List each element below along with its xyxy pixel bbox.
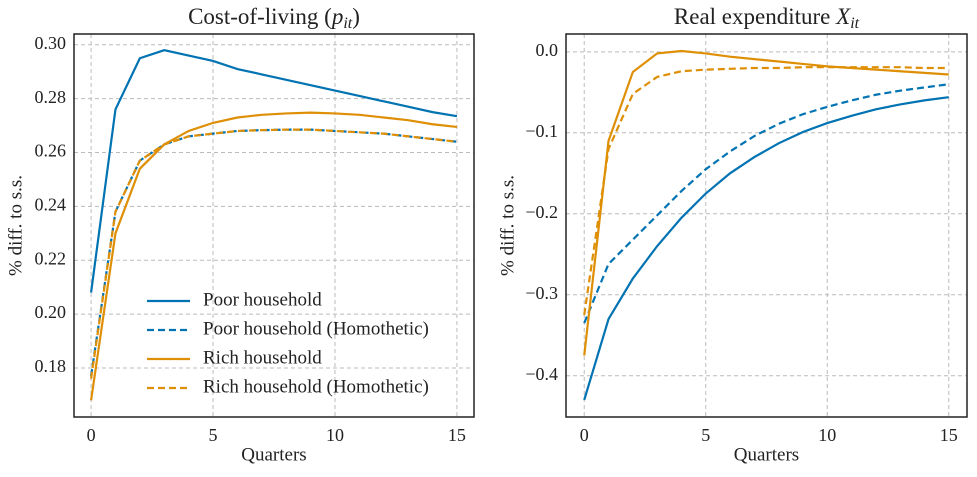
- y-tick-label: −0.3: [525, 283, 558, 303]
- legend-label: Poor household (Homothetic): [203, 318, 429, 339]
- x-tick-label: 15: [448, 425, 466, 445]
- x-tick-label: 15: [940, 425, 958, 445]
- y-tick-label: −0.1: [525, 121, 558, 141]
- x-tick-label: 10: [818, 425, 836, 445]
- y-tick-label: −0.2: [525, 202, 558, 222]
- x-axis-label: Quarters: [734, 444, 799, 465]
- title-part: Real expenditure: [674, 4, 836, 29]
- y-tick-label: 0.0: [536, 40, 559, 60]
- axes-frame: [73, 33, 475, 418]
- chart-title: Real expenditure Xit: [674, 4, 860, 31]
- y-axis-label: % diff. to s.s.: [5, 175, 26, 276]
- series-line: [583, 83, 949, 324]
- legend-label: Rich household: [203, 347, 322, 368]
- y-tick-label: 0.30: [35, 33, 67, 53]
- series-line: [583, 96, 949, 401]
- title-part: ): [352, 4, 360, 29]
- series-line: [89, 49, 458, 293]
- x-axis-label: Quarters: [241, 444, 306, 465]
- y-tick-label: 0.24: [35, 195, 67, 215]
- y-tick-label: 0.22: [35, 248, 67, 268]
- title-part: it: [343, 15, 352, 32]
- chart-title: Cost-of-living (pit): [188, 4, 360, 31]
- y-tick-label: 0.26: [35, 141, 67, 161]
- y-tick-label: 0.20: [35, 302, 67, 322]
- axes-frame: [565, 33, 968, 418]
- series-line: [89, 111, 458, 401]
- legend-label: Poor household: [203, 289, 322, 310]
- y-tick-label: −0.4: [525, 364, 558, 384]
- title-part: X: [835, 4, 851, 29]
- title-part: it: [850, 15, 859, 32]
- y-axis-label: % diff. to s.s.: [497, 175, 518, 276]
- x-tick-label: 10: [326, 425, 344, 445]
- x-tick-label: 5: [701, 425, 710, 445]
- series-line: [583, 49, 949, 356]
- legend-label: Rich household (Homothetic): [203, 376, 429, 397]
- y-tick-label: 0.18: [35, 356, 67, 376]
- y-tick-label: 0.28: [35, 87, 67, 107]
- x-tick-label: 5: [209, 425, 218, 445]
- title-part: Cost-of-living (: [188, 4, 332, 29]
- x-tick-label: 0: [580, 425, 589, 445]
- x-tick-label: 0: [87, 425, 96, 445]
- title-part: p: [330, 4, 344, 29]
- series-line: [89, 128, 458, 379]
- series-line: [583, 66, 949, 316]
